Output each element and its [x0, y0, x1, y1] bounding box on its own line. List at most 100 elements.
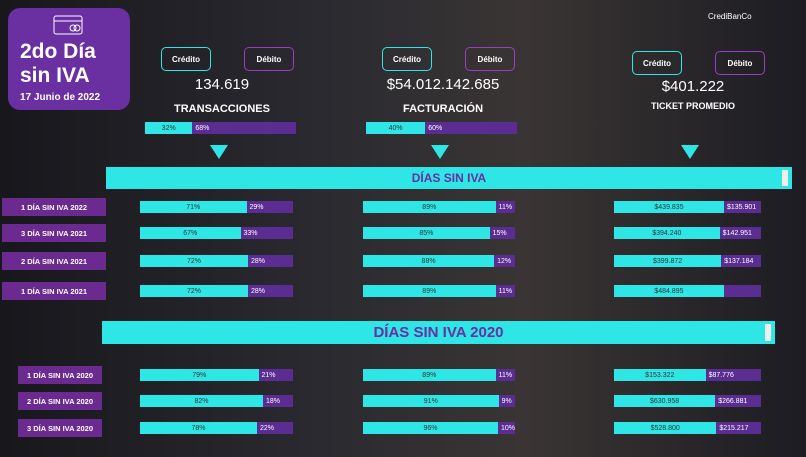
credit-segment: 96% [363, 422, 498, 434]
section-header: DÍAS SIN IVA [106, 167, 792, 189]
credit-button[interactable]: Crédito [382, 47, 432, 71]
debit-button[interactable]: Débito [244, 47, 294, 71]
section-header: DÍAS SIN IVA 2020 [102, 321, 775, 344]
debit-segment: 11% [495, 369, 515, 381]
row-label: 1 DÍA SIN IVA 2020 [18, 366, 102, 384]
kpi-label: TRANSACCIONES [174, 103, 270, 115]
debit-segment: 28% [248, 255, 293, 267]
debit-segment: 11% [495, 285, 515, 297]
debit-segment: 29% [246, 201, 293, 213]
arrow-down [210, 145, 228, 159]
credit-segment: 67% [140, 227, 241, 239]
credit-segment: 72% [140, 255, 248, 267]
debit-segment: $142.951 [719, 227, 761, 239]
credit-segment: 88% [363, 255, 495, 267]
row-label: 1 DÍA SIN IVA 2021 [2, 282, 106, 300]
credit-segment: 40% [366, 122, 426, 134]
stacked-bar: 72% 28% [140, 285, 293, 297]
kpi-value: 134.619 [194, 76, 250, 93]
credit-segment: 91% [363, 395, 499, 407]
stacked-bar: $484.895 [614, 285, 761, 297]
debit-segment: $135.901 [724, 201, 761, 213]
row-label: 3 DÍA SIN IVA 2020 [18, 419, 102, 437]
stacked-bar: 89% 11% [363, 369, 515, 381]
credit-segment: $528.800 [614, 422, 717, 434]
stacked-bar: $630.958 $266.881 [614, 395, 761, 407]
debit-segment: $215.217 [716, 422, 761, 434]
credit-segment: $153.322 [614, 369, 706, 381]
stacked-bar: $399.872 $137.184 [614, 255, 761, 267]
credit-segment: 85% [363, 227, 490, 239]
debit-segment: 28% [248, 285, 293, 297]
logo: CrediBanCo [708, 12, 752, 21]
stacked-bar: 96% 10% [363, 422, 515, 434]
stacked-bar: 78% 22% [140, 422, 293, 434]
kpi-label: TICKET PROMEDIO [650, 101, 735, 111]
credit-segment: 78% [140, 422, 257, 434]
credit-button[interactable]: Crédito [632, 51, 682, 75]
debit-segment: 18% [263, 395, 293, 407]
row-label: 2 DÍA SIN IVA 2020 [18, 392, 102, 410]
row-label: 3 DÍA SIN IVA 2021 [2, 224, 106, 242]
title-card: 2do Día sin IVA 17 Junio de 2022 [8, 8, 130, 110]
debit-segment: 60% [425, 122, 517, 134]
stacked-bar: 82% 18% [140, 395, 293, 407]
debit-segment: 21% [258, 369, 293, 381]
debit-segment: $87.776 [705, 369, 761, 381]
credit-segment: 89% [363, 369, 496, 381]
debit-segment: 15% [489, 227, 515, 239]
debit-segment: 22% [257, 422, 293, 434]
credit-segment: $630.958 [614, 395, 716, 407]
credit-segment: 89% [363, 201, 496, 213]
stacked-bar: $439.835 $135.901 [614, 201, 761, 213]
stacked-bar: 79% 21% [140, 369, 293, 381]
date: 17 Junio de 2022 [20, 92, 101, 103]
stacked-bar: 85% 15% [363, 227, 515, 239]
credit-segment: $399.872 [614, 255, 722, 267]
scroll-handle [765, 324, 771, 341]
credit-segment: 79% [140, 369, 259, 381]
stacked-bar: 32% 68% [145, 122, 296, 134]
debit-segment [723, 285, 761, 297]
debit-segment: 11% [495, 201, 515, 213]
debit-segment: 9% [498, 395, 515, 407]
credit-button[interactable]: Crédito [161, 47, 211, 71]
debit-segment: $266.881 [715, 395, 761, 407]
title: 2do Día sin IVA [20, 40, 96, 87]
credit-segment: 72% [140, 285, 248, 297]
arrow-down [431, 145, 449, 159]
credit-segment: $439.835 [614, 201, 724, 213]
row-label: 2 DÍA SIN IVA 2021 [2, 252, 106, 270]
credit-segment: $394.240 [614, 227, 720, 239]
debit-button[interactable]: Débito [715, 51, 765, 75]
credit-segment: 32% [145, 122, 193, 134]
stacked-bar: 89% 11% [363, 285, 515, 297]
debit-segment: $137.184 [721, 255, 761, 267]
debit-button[interactable]: Débito [465, 47, 515, 71]
debit-segment: 10% [497, 422, 515, 434]
stacked-bar: 40% 60% [366, 122, 517, 134]
arrow-down [681, 145, 699, 159]
stacked-bar: 67% 33% [140, 227, 293, 239]
debit-segment: 33% [240, 227, 293, 239]
stacked-bar: 88% 12% [363, 255, 515, 267]
card-icon [53, 15, 83, 35]
stacked-bar: $153.322 $87.776 [614, 369, 761, 381]
row-label: 1 DÍA SIN IVA 2022 [2, 198, 106, 216]
credit-segment: 71% [140, 201, 247, 213]
kpi-value: $54.012.142.685 [386, 76, 500, 93]
stacked-bar: $394.240 $142.951 [614, 227, 761, 239]
credit-segment: 89% [363, 285, 496, 297]
stacked-bar: 89% 11% [363, 201, 515, 213]
debit-segment: 12% [494, 255, 515, 267]
stacked-bar: 91% 9% [363, 395, 515, 407]
stacked-bar: 72% 28% [140, 255, 293, 267]
debit-segment: 68% [192, 122, 296, 134]
kpi-value: $401.222 [661, 78, 725, 95]
credit-segment: 82% [140, 395, 263, 407]
scroll-handle [782, 170, 788, 186]
stacked-bar: 71% 29% [140, 201, 293, 213]
credit-segment: $484.895 [614, 285, 724, 297]
stacked-bar: $528.800 $215.217 [614, 422, 761, 434]
